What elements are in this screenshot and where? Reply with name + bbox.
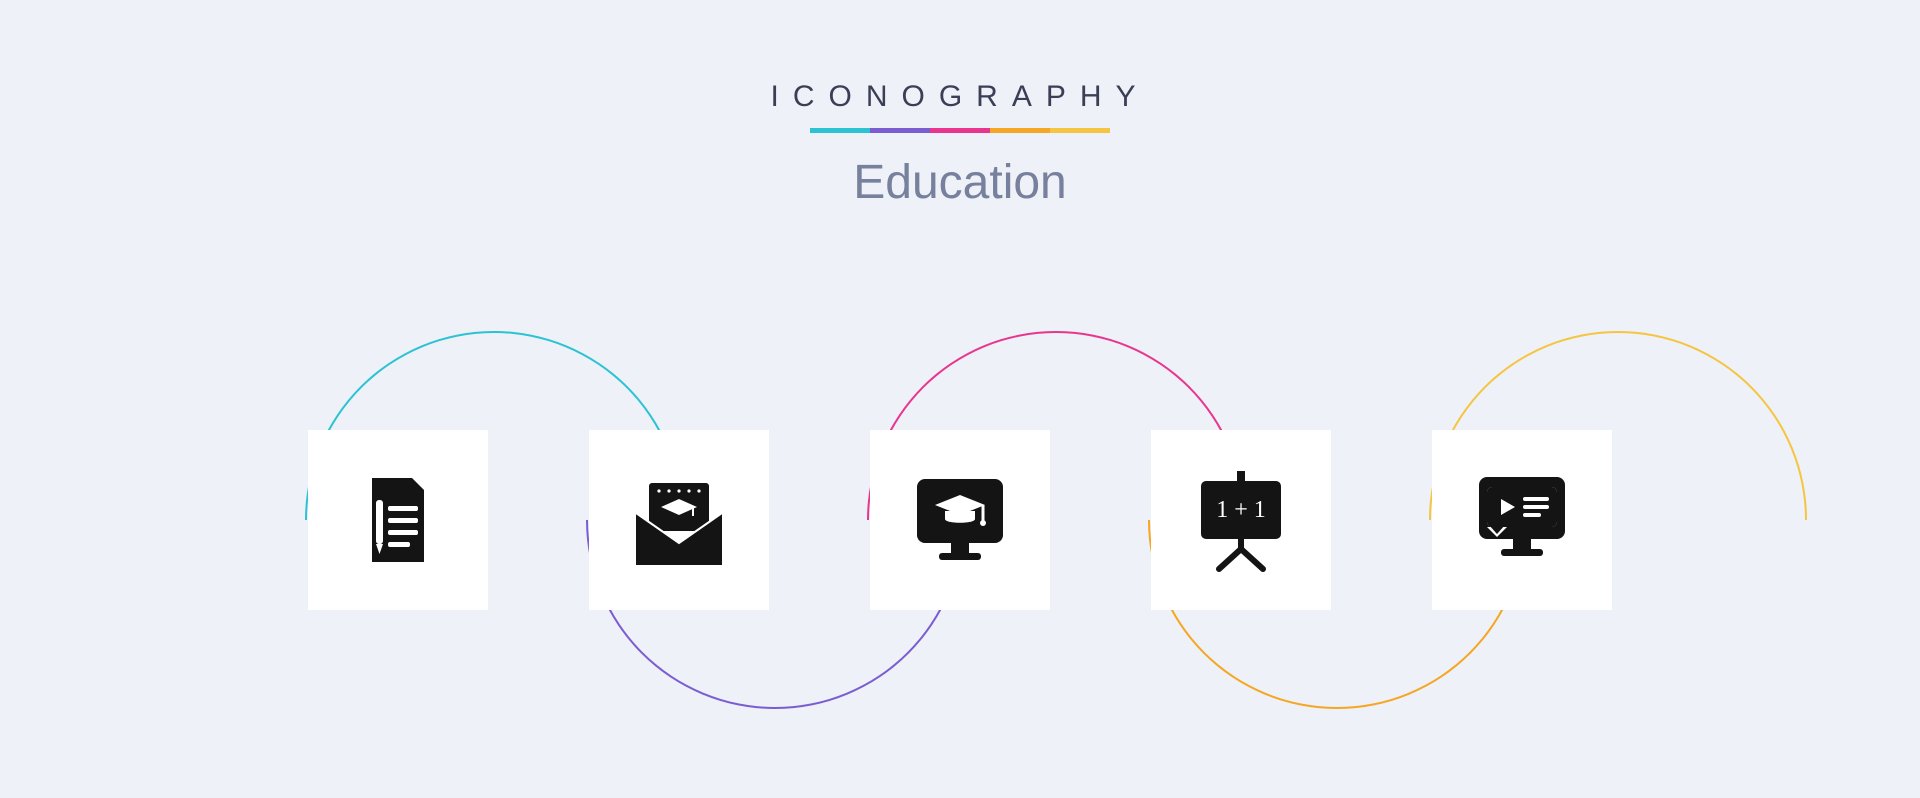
math-board-icon: 1 + 1 (1191, 465, 1291, 575)
document-pencil-icon (348, 470, 448, 570)
graduation-mail-icon (624, 465, 734, 575)
icon-card-monitor-edu (870, 430, 1050, 610)
icon-card-document (308, 430, 488, 610)
infographic-canvas: ICONOGRAPHY Education (0, 0, 1920, 798)
brand-stripes (810, 128, 1110, 133)
header: ICONOGRAPHY Education (0, 80, 1920, 210)
icon-card-mail (589, 430, 769, 610)
icon-card-video (1432, 430, 1612, 610)
online-education-icon (905, 465, 1015, 575)
brand-title: ICONOGRAPHY (0, 80, 1920, 114)
video-lesson-icon (1467, 465, 1577, 575)
icon-card-math-board: 1 + 1 (1151, 430, 1331, 610)
svg-text:1 + 1: 1 + 1 (1216, 497, 1266, 523)
subtitle: Education (0, 155, 1920, 210)
